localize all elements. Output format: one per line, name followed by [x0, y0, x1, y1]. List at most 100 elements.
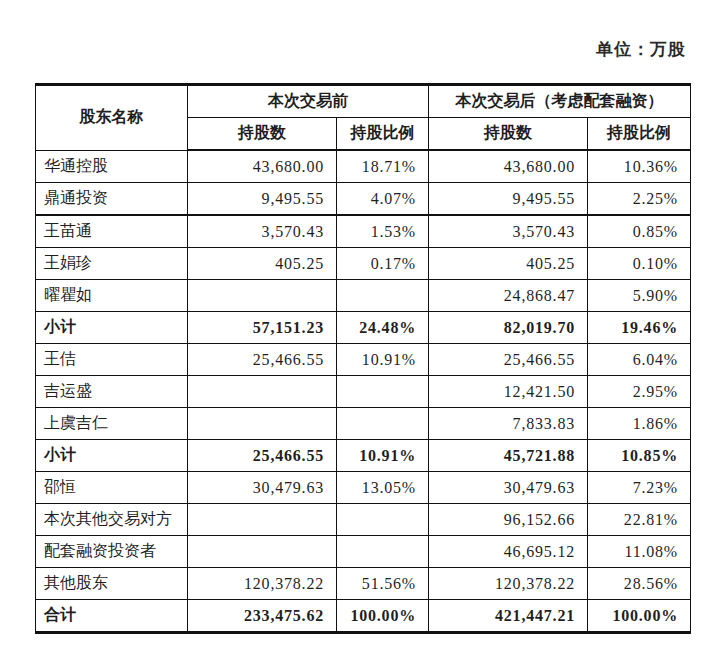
before-ratio-cell	[337, 536, 429, 568]
before-shares-cell	[188, 376, 337, 408]
unit-label: 单位：万股	[596, 38, 686, 61]
after-shares-cell: 120,378.22	[429, 568, 588, 600]
after-ratio-cell: 22.81%	[588, 504, 691, 536]
before-ratio-cell: 10.91%	[337, 344, 429, 376]
header-before-shares: 持股数	[188, 118, 337, 151]
shareholder-name-cell: 其他股东	[36, 568, 188, 600]
shareholding-table: 股东名称 本次交易前 本次交易后（考虑配套融资） 持股数 持股比例 持股数 持股…	[35, 83, 691, 634]
header-row-groups: 股东名称 本次交易前 本次交易后（考虑配套融资）	[36, 85, 691, 118]
before-ratio-cell	[337, 280, 429, 312]
before-shares-cell: 25,466.55	[188, 440, 337, 472]
after-ratio-cell: 28.56%	[588, 568, 691, 600]
shareholder-name-cell: 吉运盛	[36, 376, 188, 408]
after-shares-cell: 405.25	[429, 248, 588, 280]
shareholder-name-cell: 上虞吉仁	[36, 408, 188, 440]
shareholder-name-cell: 鼎通投资	[36, 183, 188, 216]
before-shares-cell	[188, 504, 337, 536]
after-shares-cell: 12,421.50	[429, 376, 588, 408]
table-row: 本次其他交易对方 96,152.66 22.81%	[36, 504, 691, 536]
header-shareholder-name: 股东名称	[36, 85, 188, 151]
after-ratio-cell: 1.86%	[588, 408, 691, 440]
shareholder-name-cell: 配套融资投资者	[36, 536, 188, 568]
after-ratio-cell: 10.36%	[588, 150, 691, 183]
before-shares-cell: 25,466.55	[188, 344, 337, 376]
before-ratio-cell: 51.56%	[337, 568, 429, 600]
before-shares-cell	[188, 408, 337, 440]
before-shares-cell: 233,475.62	[188, 600, 337, 633]
before-shares-cell: 405.25	[188, 248, 337, 280]
table-row: 王娟珍 405.25 0.17% 405.25 0.10%	[36, 248, 691, 280]
subtotal-row: 小计 25,466.55 10.91% 45,721.88 10.85%	[36, 440, 691, 472]
after-shares-cell: 25,466.55	[429, 344, 588, 376]
before-ratio-cell	[337, 504, 429, 536]
after-shares-cell: 82,019.70	[429, 312, 588, 344]
shareholder-name-cell: 曜瞿如	[36, 280, 188, 312]
header-group-after: 本次交易后（考虑配套融资）	[429, 85, 691, 118]
before-shares-cell	[188, 536, 337, 568]
after-ratio-cell: 2.25%	[588, 183, 691, 216]
shareholder-name-cell: 王娟珍	[36, 248, 188, 280]
shareholder-name-cell: 华通控股	[36, 150, 188, 183]
after-shares-cell: 3,570.43	[429, 215, 588, 248]
table-row: 上虞吉仁 7,833.83 1.86%	[36, 408, 691, 440]
table-row: 王佶 25,466.55 10.91% 25,466.55 6.04%	[36, 344, 691, 376]
table-row: 曜瞿如 24,868.47 5.90%	[36, 280, 691, 312]
after-shares-cell: 30,479.63	[429, 472, 588, 504]
shareholder-name-cell: 小计	[36, 440, 188, 472]
shareholder-name-cell: 本次其他交易对方	[36, 504, 188, 536]
table-row: 鼎通投资 9,495.55 4.07% 9,495.55 2.25%	[36, 183, 691, 216]
shareholder-name-cell: 王佶	[36, 344, 188, 376]
before-shares-cell: 120,378.22	[188, 568, 337, 600]
after-shares-cell: 24,868.47	[429, 280, 588, 312]
table-row: 邵恒 30,479.63 13.05% 30,479.63 7.23%	[36, 472, 691, 504]
table-row: 王苗通 3,570.43 1.53% 3,570.43 0.85%	[36, 215, 691, 248]
before-ratio-cell: 100.00%	[337, 600, 429, 633]
header-group-before: 本次交易前	[188, 85, 429, 118]
before-ratio-cell: 4.07%	[337, 183, 429, 216]
header-after-shares: 持股数	[429, 118, 588, 151]
after-ratio-cell: 0.10%	[588, 248, 691, 280]
after-ratio-cell: 100.00%	[588, 600, 691, 633]
table-row: 配套融资投资者 46,695.12 11.08%	[36, 536, 691, 568]
shareholder-name-cell: 小计	[36, 312, 188, 344]
subtotal-row: 小计 57,151.23 24.48% 82,019.70 19.46%	[36, 312, 691, 344]
after-shares-cell: 96,152.66	[429, 504, 588, 536]
after-ratio-cell: 6.04%	[588, 344, 691, 376]
before-ratio-cell	[337, 376, 429, 408]
header-after-ratio: 持股比例	[588, 118, 691, 151]
before-shares-cell: 43,680.00	[188, 150, 337, 183]
before-ratio-cell: 13.05%	[337, 472, 429, 504]
before-shares-cell	[188, 280, 337, 312]
after-ratio-cell: 7.23%	[588, 472, 691, 504]
before-ratio-cell	[337, 408, 429, 440]
before-ratio-cell: 24.48%	[337, 312, 429, 344]
document-page: 单位：万股 股东名称 本次交易前 本次交易后（考虑配套融资） 持股数 持股比例 …	[0, 0, 722, 648]
shareholder-name-cell: 邵恒	[36, 472, 188, 504]
after-ratio-cell: 11.08%	[588, 536, 691, 568]
shareholder-name-cell: 王苗通	[36, 215, 188, 248]
before-shares-cell: 57,151.23	[188, 312, 337, 344]
total-row: 合计 233,475.62 100.00% 421,447.21 100.00%	[36, 600, 691, 633]
after-shares-cell: 45,721.88	[429, 440, 588, 472]
before-shares-cell: 9,495.55	[188, 183, 337, 216]
table-row: 其他股东 120,378.22 51.56% 120,378.22 28.56%	[36, 568, 691, 600]
before-shares-cell: 30,479.63	[188, 472, 337, 504]
after-shares-cell: 43,680.00	[429, 150, 588, 183]
after-ratio-cell: 2.95%	[588, 376, 691, 408]
before-ratio-cell: 1.53%	[337, 215, 429, 248]
after-shares-cell: 9,495.55	[429, 183, 588, 216]
after-shares-cell: 421,447.21	[429, 600, 588, 633]
after-ratio-cell: 0.85%	[588, 215, 691, 248]
before-shares-cell: 3,570.43	[188, 215, 337, 248]
after-ratio-cell: 10.85%	[588, 440, 691, 472]
after-shares-cell: 7,833.83	[429, 408, 588, 440]
table-row: 吉运盛 12,421.50 2.95%	[36, 376, 691, 408]
header-before-ratio: 持股比例	[337, 118, 429, 151]
before-ratio-cell: 0.17%	[337, 248, 429, 280]
before-ratio-cell: 10.91%	[337, 440, 429, 472]
shareholder-name-cell: 合计	[36, 600, 188, 633]
after-shares-cell: 46,695.12	[429, 536, 588, 568]
after-ratio-cell: 5.90%	[588, 280, 691, 312]
after-ratio-cell: 19.46%	[588, 312, 691, 344]
table-row: 华通控股 43,680.00 18.71% 43,680.00 10.36%	[36, 150, 691, 183]
